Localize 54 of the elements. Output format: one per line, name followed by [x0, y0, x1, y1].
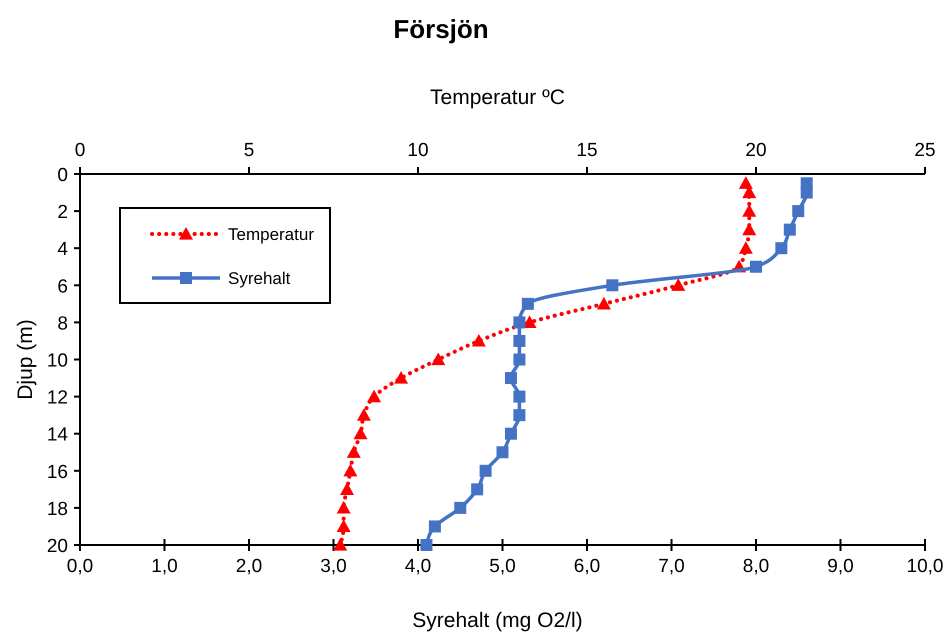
y-tick-label: 2 — [57, 202, 68, 224]
point — [606, 279, 618, 292]
point — [750, 260, 762, 273]
point — [792, 205, 804, 218]
point — [480, 464, 492, 477]
y-tick-label: 10 — [46, 350, 68, 372]
y-tick-label: 6 — [57, 276, 68, 298]
x-tick-label: 6,0 — [574, 556, 600, 577]
x2-tick-label: 5 — [244, 140, 254, 161]
x2-tick-label: 20 — [745, 140, 767, 161]
y-axis-title: Djup (m) — [14, 319, 37, 400]
x2-axis-title: Temperatur ºC — [430, 86, 565, 109]
x-tick-label: 1,0 — [151, 556, 178, 577]
point — [513, 334, 526, 347]
y-tick-label: 20 — [46, 536, 68, 557]
point — [428, 520, 441, 532]
y-tick-label: 4 — [57, 239, 68, 260]
point — [800, 186, 813, 199]
x-tick-label: 3,0 — [320, 556, 347, 577]
x-tick-label: 0,0 — [66, 556, 94, 577]
point — [513, 354, 526, 366]
point — [513, 316, 526, 328]
point — [784, 224, 796, 236]
y-tick-label: 8 — [57, 313, 68, 334]
point — [454, 502, 466, 514]
x-tick-label: 2,0 — [236, 556, 262, 577]
point — [504, 372, 517, 384]
point — [513, 390, 526, 403]
y-tick-label: 14 — [46, 424, 68, 446]
x2-tick-label: 0 — [74, 140, 86, 161]
point — [513, 409, 526, 422]
x-tick-label: 5,0 — [489, 556, 516, 577]
x-tick-label: 8,0 — [742, 556, 770, 577]
x-axis-title: Syrehalt (mg O2/l) — [412, 609, 583, 632]
point — [420, 539, 432, 551]
x-tick-label: 7,0 — [658, 556, 685, 577]
x2-tick-label: 25 — [914, 140, 936, 161]
point — [775, 242, 788, 254]
x2-tick-label: 15 — [576, 140, 598, 161]
x-tick-label: 9,0 — [827, 556, 854, 577]
point — [471, 483, 484, 496]
y-tick-label: 12 — [46, 388, 68, 409]
point — [496, 446, 508, 458]
x-tick-label: 10,0 — [906, 556, 944, 577]
legend-label: Temperatur — [228, 225, 314, 244]
y-tick-label: 16 — [46, 462, 68, 483]
y-tick-label: 0 — [57, 165, 68, 186]
x2-tick-label: 10 — [407, 140, 429, 161]
x-tick-label: 4,0 — [404, 556, 432, 577]
legend-label: Syrehalt — [228, 269, 291, 288]
point — [504, 428, 517, 440]
point — [522, 298, 534, 310]
y-tick-label: 18 — [46, 498, 68, 520]
chart-title: Försjön — [393, 14, 489, 44]
